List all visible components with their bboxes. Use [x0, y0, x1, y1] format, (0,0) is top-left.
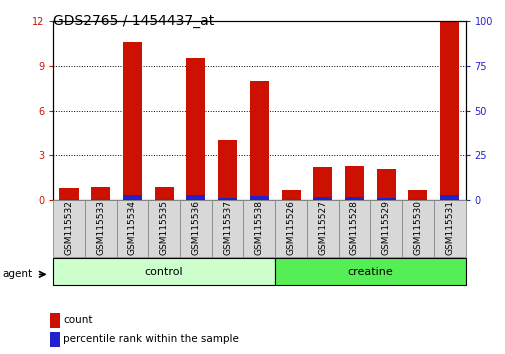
Text: GSM115528: GSM115528 — [349, 200, 358, 255]
Bar — [313, 167, 332, 200]
Bar — [218, 198, 237, 200]
Bar — [123, 42, 142, 200]
Text: control: control — [144, 267, 183, 277]
Bar — [243, 200, 275, 257]
Bar — [433, 200, 465, 257]
Bar — [53, 200, 85, 257]
Text: GSM115527: GSM115527 — [318, 200, 327, 255]
Bar — [249, 81, 268, 200]
Text: GSM115532: GSM115532 — [64, 200, 73, 255]
Text: GSM115529: GSM115529 — [381, 200, 390, 255]
Bar — [370, 200, 401, 257]
Text: GSM115526: GSM115526 — [286, 200, 295, 255]
Text: GSM115537: GSM115537 — [223, 200, 232, 255]
Bar — [91, 187, 110, 200]
Text: agent: agent — [3, 269, 33, 279]
Bar — [186, 58, 205, 200]
Bar — [123, 195, 142, 200]
Bar — [275, 258, 465, 285]
Bar — [211, 200, 243, 257]
Text: GSM115536: GSM115536 — [191, 200, 200, 255]
Text: count: count — [63, 315, 93, 325]
Bar — [218, 141, 237, 200]
Text: GDS2765 / 1454437_at: GDS2765 / 1454437_at — [53, 14, 214, 28]
Text: GSM115531: GSM115531 — [444, 200, 453, 255]
Bar — [148, 200, 180, 257]
Text: GSM115535: GSM115535 — [160, 200, 168, 255]
Bar — [275, 200, 307, 257]
Bar — [344, 197, 363, 200]
Text: GSM115533: GSM115533 — [96, 200, 105, 255]
Text: GSM115534: GSM115534 — [128, 200, 137, 255]
Text: creatine: creatine — [347, 267, 392, 277]
Bar — [50, 332, 60, 347]
Bar — [439, 195, 458, 200]
Bar — [180, 200, 211, 257]
Text: GSM115530: GSM115530 — [413, 200, 422, 255]
Bar — [307, 200, 338, 257]
Bar — [85, 200, 116, 257]
Text: GSM115538: GSM115538 — [255, 200, 263, 255]
Bar — [281, 190, 300, 200]
Bar — [249, 196, 268, 200]
Bar — [408, 190, 427, 200]
Bar — [50, 313, 60, 328]
Bar — [338, 200, 370, 257]
Bar — [344, 166, 363, 200]
Bar — [376, 198, 395, 200]
Bar — [60, 188, 78, 200]
Bar — [53, 258, 275, 285]
Bar — [186, 195, 205, 200]
Text: percentile rank within the sample: percentile rank within the sample — [63, 335, 239, 344]
Bar — [439, 21, 458, 200]
Bar — [401, 200, 433, 257]
Bar — [313, 197, 332, 200]
Bar — [376, 169, 395, 200]
Bar — [116, 200, 148, 257]
Bar — [155, 187, 173, 200]
